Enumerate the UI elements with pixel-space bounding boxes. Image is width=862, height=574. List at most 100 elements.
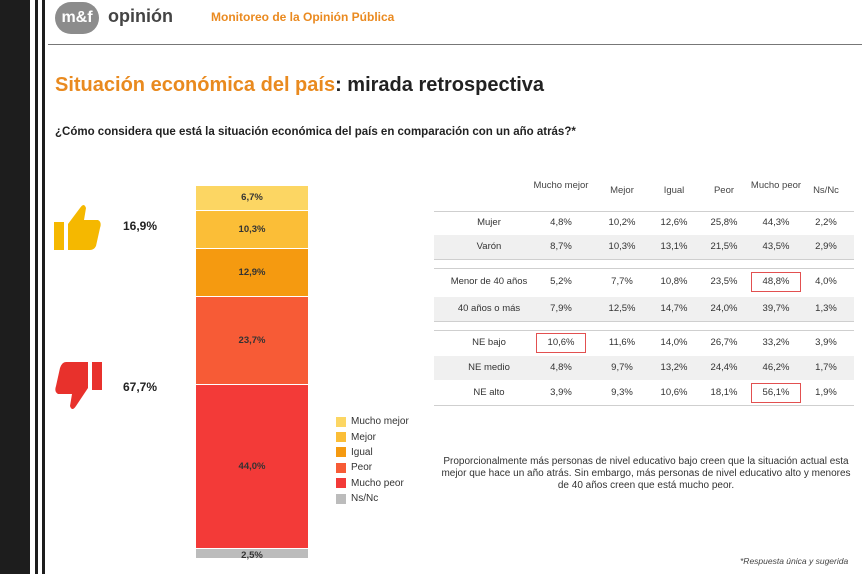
bar-data-label: 44,0%: [238, 460, 266, 472]
table-cell: 26,7%: [710, 337, 738, 348]
row-label: Menor de 40 años: [450, 276, 528, 287]
bar-segment: 44,0%: [196, 385, 308, 549]
table-divider: [434, 268, 854, 269]
header-divider: [48, 44, 862, 45]
legend-label: Igual: [351, 446, 373, 458]
row-label: NE alto: [473, 387, 505, 398]
bar-segment: 2,5%: [196, 548, 308, 561]
legend-label: Ns/Nc: [351, 493, 379, 505]
table-cell: 4,0%: [815, 276, 837, 287]
table-cell: 10,8%: [660, 276, 688, 287]
table-cell: 43,5%: [762, 241, 790, 252]
table-cell: 4,8%: [550, 362, 572, 373]
legend-item: Igual: [336, 445, 409, 460]
table-cell: 7,9%: [550, 303, 572, 314]
row-label: NE bajo: [472, 337, 506, 348]
bar-segment: 12,9%: [196, 249, 308, 298]
table-cell: 12,6%: [660, 217, 688, 228]
legend-label: Peor: [351, 462, 373, 474]
table-row: 40 años o más 7,9% 12,5% 14,7% 24,0% 39,7% 1,3…: [434, 297, 854, 321]
table-row: NE bajo 10,6% 11,6% 14,0% 26,7% 33,2% 3,9%: [434, 331, 854, 355]
negative-total: 67,7%: [123, 380, 158, 394]
legend-item: Ns/Nc: [336, 491, 409, 506]
table-cell: 14,0%: [660, 337, 688, 348]
table-cell: 2,2%: [815, 217, 837, 228]
legend-label: Mucho mejor: [351, 416, 409, 428]
legend-label: Mucho peor: [351, 477, 404, 489]
table-cell: 13,1%: [660, 241, 688, 252]
table-cell: 14,7%: [660, 303, 688, 314]
analysis-note: Proporcionalmente más personas de nivel …: [441, 456, 851, 491]
table-cell: 13,2%: [660, 362, 688, 373]
brand-name: opinión: [108, 6, 173, 26]
table-cell: 9,7%: [611, 362, 633, 373]
table-cell: 39,7%: [762, 303, 790, 314]
table-cell: 7,7%: [611, 276, 633, 287]
bar-data-label: 10,3%: [238, 224, 266, 236]
highlighted-cell: 56,1%: [749, 381, 803, 405]
row-label: NE medio: [468, 362, 510, 373]
table-cell: 10,6%: [660, 387, 688, 398]
legend-swatch: [336, 478, 346, 489]
table-cell: 9,3%: [611, 387, 633, 398]
column-header: Ns/Nc: [813, 185, 839, 196]
legend-item: Peor: [336, 460, 409, 475]
stacked-bar: 6,7% 10,3% 12,9% 23,7% 44,0% 2,5%: [196, 186, 308, 561]
legend-item: Mejor: [336, 429, 409, 444]
table-cell: 5,2%: [550, 276, 572, 287]
table-row: NE alto 3,9% 9,3% 10,6% 18,1% 56,1% 1,9%: [434, 381, 854, 405]
table-cell: 23,5%: [710, 276, 738, 287]
left-decor-line: [35, 0, 38, 574]
table-cell: 46,2%: [762, 362, 790, 373]
row-label: Mujer: [477, 217, 501, 228]
table-cell: 1,9%: [815, 387, 837, 398]
column-header: Mejor: [610, 185, 634, 196]
left-decor-bar: [0, 0, 30, 574]
table-cell: 2,9%: [815, 241, 837, 252]
table-cell: 3,9%: [815, 337, 837, 348]
bar-data-label: 2,5%: [241, 549, 263, 561]
legend: Mucho mejor Mejor Igual Peor Mucho peor Ns/Nc: [336, 414, 409, 506]
table-divider: [434, 211, 854, 212]
table-cell: 25,8%: [710, 217, 738, 228]
table-divider: [434, 330, 854, 331]
bar-segment: 10,3%: [196, 210, 308, 250]
table-divider: [434, 259, 854, 260]
table-cell: 1,7%: [815, 362, 837, 373]
column-header: Peor: [713, 185, 735, 196]
legend-label: Mejor: [351, 431, 377, 443]
column-header: Igual: [663, 185, 685, 196]
legend-swatch: [336, 416, 346, 427]
legend-item: Mucho peor: [336, 476, 409, 491]
title-accent: Situación económica del país: [55, 74, 336, 96]
table-cell: 21,5%: [710, 241, 738, 252]
left-decor-line: [42, 0, 45, 574]
table-row: Mujer 4,8% 10,2% 12,6% 25,8% 44,3% 2,2%: [434, 211, 854, 235]
highlighted-cell: 10,6%: [534, 331, 588, 355]
highlighted-cell: 48,8%: [749, 270, 803, 294]
table-cell: 10,3%: [608, 241, 636, 252]
table-cell: 24,4%: [710, 362, 738, 373]
table-cell: 10,2%: [608, 217, 636, 228]
thumbs-up-icon: [54, 205, 101, 250]
table-cell: 3,9%: [550, 387, 572, 398]
table-row: Menor de 40 años 5,2% 7,7% 10,8% 23,5% 48,8% 4…: [434, 270, 854, 294]
legend-swatch: [336, 432, 346, 443]
logo: m&f: [55, 2, 99, 34]
table-row: Varón 8,7% 10,3% 13,1% 21,5% 43,5% 2,9%: [434, 235, 854, 259]
table-divider: [434, 321, 854, 322]
table-cell: 44,3%: [762, 217, 790, 228]
breakdown-table: Mucho mejor Mejor Igual Peor Mucho peor Ns/Nc…: [434, 176, 854, 406]
bar-data-label: 12,9%: [238, 267, 266, 279]
table-cell: 18,1%: [710, 387, 738, 398]
bar-segment: 6,7%: [196, 186, 308, 211]
bar-data-label: 23,7%: [238, 335, 266, 347]
table-cell: 33,2%: [762, 337, 790, 348]
table-row: NE medio 4,8% 9,7% 13,2% 24,4% 46,2% 1,7%: [434, 356, 854, 380]
table-cell: 12,5%: [608, 303, 636, 314]
table-cell: 1,3%: [815, 303, 837, 314]
title-rest: : mirada retrospectiva: [335, 74, 545, 96]
thumbs-down-icon: [55, 362, 102, 409]
row-label: Varón: [476, 241, 502, 252]
table-divider: [434, 405, 854, 406]
